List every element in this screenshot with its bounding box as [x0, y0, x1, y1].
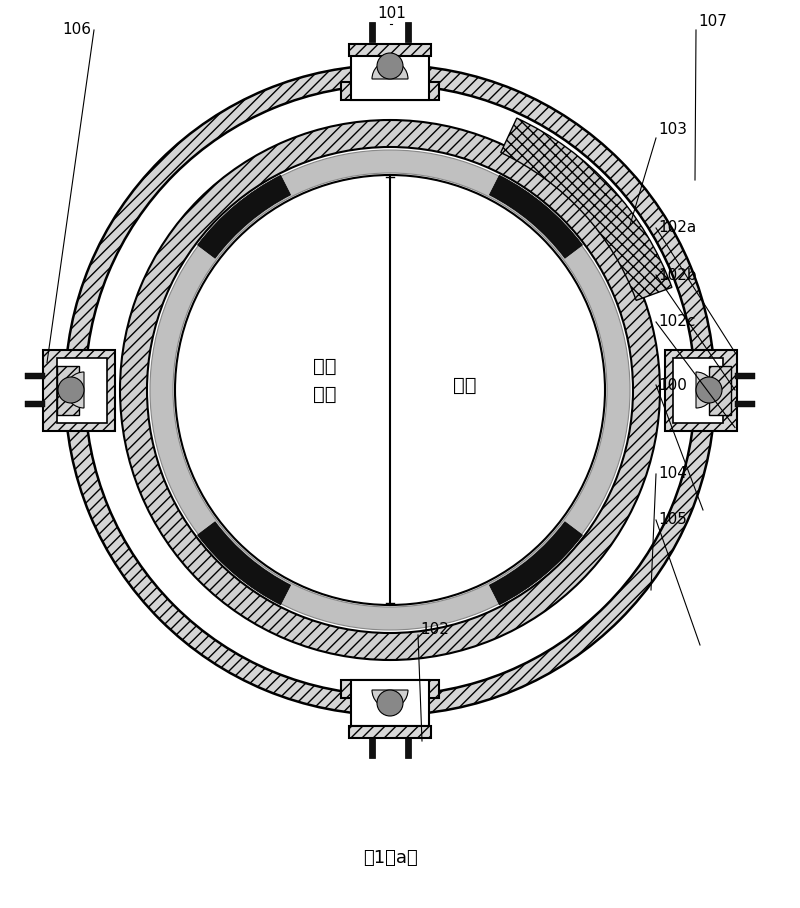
Text: 104: 104	[658, 467, 687, 481]
Text: 102c: 102c	[658, 314, 695, 330]
Circle shape	[696, 377, 722, 403]
Text: 107: 107	[698, 15, 727, 29]
Bar	[349, 726, 431, 738]
Wedge shape	[150, 150, 630, 630]
Text: 100: 100	[658, 378, 687, 392]
Wedge shape	[372, 61, 408, 79]
Bar	[341, 680, 439, 698]
Bar	[57, 366, 79, 414]
Bar	[25, 373, 45, 379]
Circle shape	[377, 690, 403, 716]
Bar	[349, 44, 431, 56]
Bar	[25, 401, 45, 407]
Bar	[369, 738, 375, 758]
Bar	[351, 54, 429, 100]
Bar	[351, 680, 429, 726]
Text: 103: 103	[658, 123, 687, 137]
Wedge shape	[696, 372, 714, 408]
Bar	[735, 401, 755, 407]
Text: 电池: 电池	[454, 376, 477, 394]
Text: 102: 102	[420, 623, 449, 637]
Wedge shape	[66, 372, 84, 408]
Text: 贝旋
天线: 贝旋 天线	[314, 357, 337, 403]
Wedge shape	[65, 65, 715, 715]
Text: 106: 106	[62, 23, 91, 37]
Text: 101: 101	[378, 6, 406, 22]
Text: 102a: 102a	[658, 221, 696, 235]
Text: 105: 105	[658, 512, 687, 528]
Wedge shape	[120, 120, 660, 660]
Bar	[341, 82, 439, 100]
Wedge shape	[501, 118, 672, 301]
Text: 102b: 102b	[658, 268, 697, 282]
Wedge shape	[372, 690, 408, 708]
Wedge shape	[198, 522, 290, 605]
Bar	[369, 22, 375, 42]
Circle shape	[58, 377, 84, 403]
Bar	[735, 373, 755, 379]
Bar	[43, 350, 115, 430]
Bar	[709, 366, 731, 414]
Bar	[405, 22, 411, 42]
Wedge shape	[198, 175, 290, 258]
Bar	[57, 358, 107, 422]
Bar	[673, 358, 723, 422]
Circle shape	[175, 175, 605, 605]
Circle shape	[377, 53, 403, 79]
Bar	[405, 738, 411, 758]
Bar	[665, 350, 737, 430]
Wedge shape	[490, 175, 582, 258]
Text: 图1（a）: 图1（a）	[362, 849, 418, 867]
Wedge shape	[490, 522, 582, 605]
